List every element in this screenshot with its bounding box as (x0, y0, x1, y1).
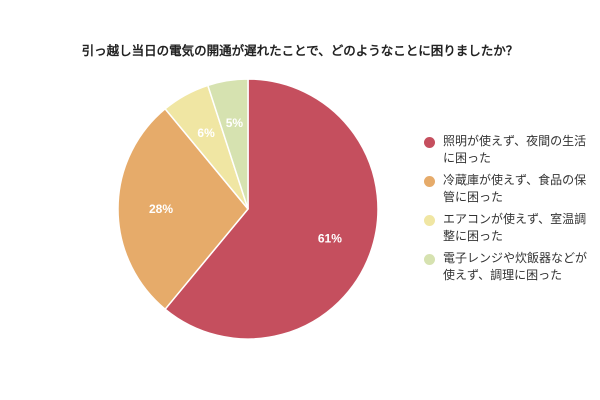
legend-swatch (424, 137, 435, 148)
pie-slice[interactable] (206, 78, 249, 210)
legend-label: 冷蔵庫が使えず、食品の保 管に困った (443, 172, 586, 206)
legend-label: エアコンが使えず、室温調 整に困った (443, 211, 586, 245)
slice-value-label: 6% (197, 126, 215, 140)
legend-label-line: 照明が使えず、夜間の生活 (443, 134, 587, 148)
pie-slice[interactable] (117, 107, 249, 311)
slice-value-label: 61% (318, 232, 342, 246)
pie-slice[interactable] (164, 78, 379, 340)
legend-label: 電子レンジや炊飯器などが 使えず、調理に困った (443, 250, 587, 284)
legend: 照明が使えず、夜間の生活 に困った 冷蔵庫が使えず、食品の保 管に困った エアコ… (424, 133, 600, 289)
legend-label-line: 電子レンジや炊飯器などが (443, 251, 588, 265)
legend-item[interactable]: エアコンが使えず、室温調 整に困った (424, 211, 600, 250)
slice-value-label: 5% (226, 116, 244, 130)
legend-label-line: 整に困った (443, 229, 504, 243)
legend-label-line: 使えず、調理に困った (443, 268, 563, 282)
legend-item[interactable]: 照明が使えず、夜間の生活 に困った (424, 133, 600, 172)
slice-value-label: 28% (149, 202, 173, 216)
legend-item[interactable]: 冷蔵庫が使えず、食品の保 管に困った (424, 172, 600, 211)
legend-label-line: 冷蔵庫が使えず、食品の保 (443, 173, 587, 187)
legend-swatch (424, 176, 435, 187)
legend-swatch (424, 215, 435, 226)
legend-label-line: に困った (443, 151, 492, 165)
chart-title: 引っ越し当日の電気の開通が遅れたことで、どのようなことに困りましたか？ (81, 43, 519, 58)
legend-label-line: エアコンが使えず、室温調 (443, 212, 587, 226)
legend-label: 照明が使えず、夜間の生活 に困った (443, 133, 586, 167)
legend-label-line: 管に困った (443, 190, 504, 204)
legend-swatch (424, 254, 435, 265)
legend-item[interactable]: 電子レンジや炊飯器などが 使えず、調理に困った (424, 250, 600, 289)
